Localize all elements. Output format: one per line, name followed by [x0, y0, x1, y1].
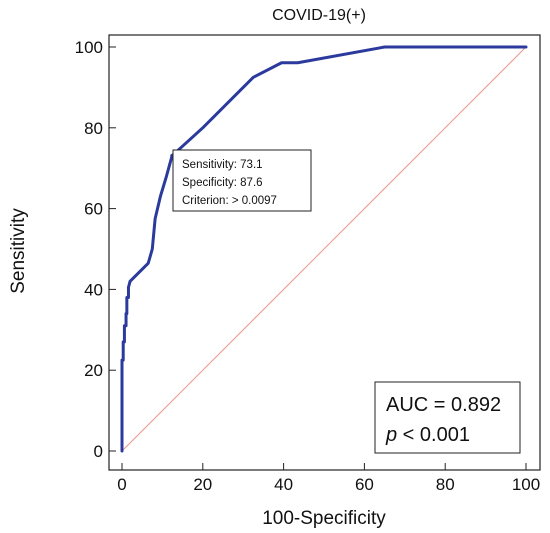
y-tick-label: 0 [94, 442, 103, 461]
axis-ticks: 0 20 40 60 80 100 0 20 40 60 80 100 [75, 38, 541, 494]
p-value: p < 0.001 [385, 424, 470, 446]
tooltip-specificity: Specificity: 87.6 [182, 177, 263, 189]
y-tick-label: 40 [84, 280, 103, 299]
y-tick-label: 80 [84, 119, 103, 138]
x-tick-label: 40 [274, 475, 293, 494]
y-axis-label: Sensitivity [8, 208, 29, 294]
x-axis-label: 100-Specificity [262, 508, 386, 529]
y-tick-label: 60 [84, 200, 103, 219]
y-tick-label: 20 [84, 361, 103, 380]
x-tick-label: 100 [512, 475, 540, 494]
x-tick-label: 80 [436, 475, 455, 494]
chart-title: COVID-19(+) [272, 7, 366, 24]
tooltip-criterion: Criterion: > 0.0097 [182, 195, 277, 207]
x-tick-label: 60 [355, 475, 374, 494]
x-tick-label: 20 [193, 475, 212, 494]
criterion-tooltip: Sensitivity: 73.1 Specificity: 87.6 Crit… [172, 149, 312, 212]
auc-value: AUC = 0.892 [386, 394, 501, 416]
roc-curve-line [120, 45, 528, 453]
auc-box: AUC = 0.892 p < 0.001 [374, 381, 521, 454]
reference-diagonal-line [121, 46, 527, 452]
tooltip-box [172, 149, 312, 212]
p-symbol: p [385, 424, 397, 446]
tooltip-sensitivity: Sensitivity: 73.1 [182, 159, 263, 171]
p-threshold: < 0.001 [397, 424, 470, 446]
auc-box-frame [374, 381, 521, 454]
y-tick-label: 100 [75, 38, 103, 57]
x-tick-label: 0 [117, 475, 126, 494]
